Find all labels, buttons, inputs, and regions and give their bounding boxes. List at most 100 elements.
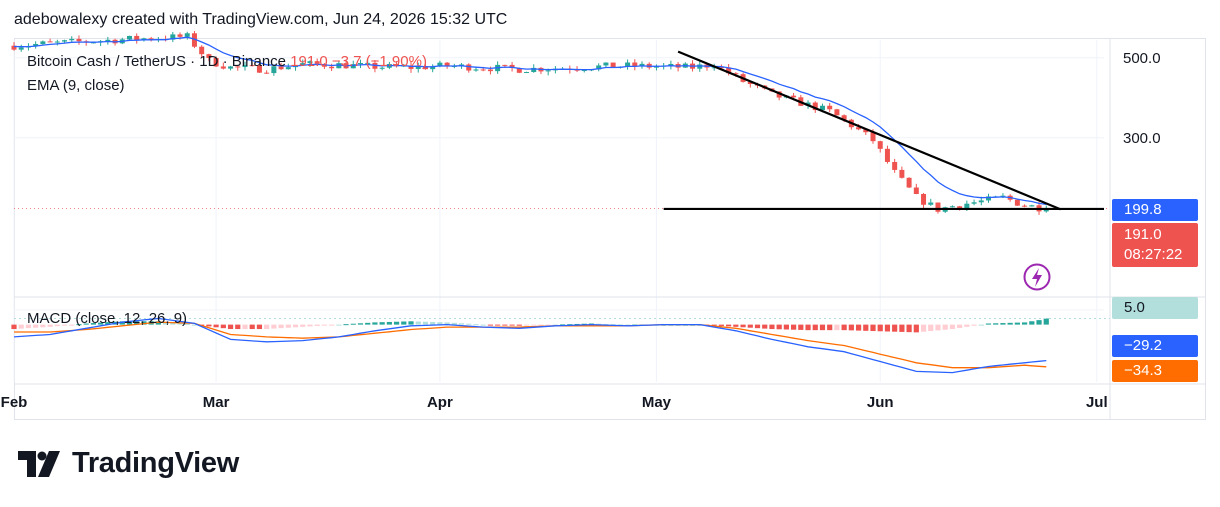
candle-body [632,62,638,67]
candle-body [213,57,219,67]
last-price-value: 191.0 [1124,226,1162,243]
candle-body [935,202,941,212]
candle-body [1000,195,1006,197]
candle-body [430,66,436,70]
legend-macd[interactable]: MACD (close, 12, 26, 9) [27,310,188,327]
macd-histogram-bar [1036,320,1042,325]
candle-body [177,34,183,37]
macd-histogram-bar [162,321,169,325]
macd-histogram-bar [827,324,833,331]
macd-histogram-bar [892,324,898,332]
macd-histogram-bar [942,324,948,330]
macd-histogram-bar [877,324,883,332]
candle-body [625,62,631,67]
macd-histogram-bar [523,324,530,326]
macd-histogram-bar [899,324,905,332]
candle-body [653,66,659,68]
candle-body [379,67,385,69]
candle-body [256,65,262,73]
candle-body [516,68,522,73]
candle-body [863,129,869,133]
macd-histogram-bar [466,323,472,325]
macd-histogram-bar [906,324,912,333]
time-tick-label: May [642,394,672,411]
macd-histogram-bar [617,324,623,326]
candle-body [350,64,356,69]
macd-histogram-bar [1014,322,1020,325]
macd-histogram-bar [18,324,24,329]
candle-body [812,102,818,111]
ema-price-tag: 199.8 [1112,199,1198,221]
candle-body [639,63,645,67]
time-tick-label: Mar [203,394,230,411]
macd-histogram-bar [372,322,378,325]
macd-histogram-bar [350,323,356,325]
signal-line-tag: −34.3 [1112,360,1198,382]
signal-line [14,321,1047,369]
candle-body [18,47,24,50]
macd-histogram-bar [473,324,479,326]
candle-body [54,41,60,43]
candle-body [986,196,992,201]
macd-histogram-bar [444,322,450,325]
descending-trendline[interactable] [677,50,1062,211]
macd-histogram-bar [343,324,349,326]
macd-histogram-bar [184,323,190,325]
macd-histogram-bar [740,324,746,328]
macd-histogram-bar [33,324,39,328]
macd-histogram-bar [321,324,327,326]
candle-body [357,63,363,65]
candle-body [841,115,847,120]
logo-text: TradingView [72,447,239,479]
candle-body [697,64,703,69]
time-tick-label: Apr [427,394,453,411]
candle-body [502,64,508,66]
candle-body [365,62,371,64]
macd-histogram-bar [379,322,385,325]
candle-body [480,69,486,71]
macd-histogram-bar [227,324,234,330]
chart-caption: adebowalexy created with TradingView.com… [14,11,508,28]
macd-histogram-bar [711,324,717,326]
macd-histogram-bar [242,324,248,330]
macd-histogram-bar [170,322,176,325]
macd-histogram-bar [191,324,198,326]
candle-body [913,187,919,194]
legend-ema[interactable]: EMA (9, close) [27,77,125,94]
candle-body [726,67,732,74]
macd-histogram-bar [495,324,501,326]
candle-body [285,67,291,70]
candle-body [278,66,284,70]
candle-body [264,72,270,74]
macd-histogram-bar [329,324,335,326]
macd-histogram-bar [401,321,407,325]
candle-body [300,63,306,66]
macd-histogram-bar [754,324,761,329]
legend-symbol[interactable]: Bitcoin Cash / TetherUS · 1D · Binance [27,53,287,70]
macd-histogram-bar [437,322,443,325]
candle-body [329,66,335,69]
tradingview-logo[interactable]: TradingView [18,447,239,480]
candle-body [545,70,551,72]
macd-histogram-bar [798,324,804,330]
time-tick-label: Jun [867,394,894,411]
macd-histogram-bar [964,324,970,327]
macd-histogram-bar [213,324,219,328]
candle-body [473,69,479,71]
macd-histogram-bar [134,321,140,325]
candle-body [444,62,450,67]
candle-body [487,69,493,72]
candle-body [531,67,537,73]
macd-hist-tag: 5.0 [1112,297,1198,319]
candle-body [711,67,717,69]
candle-body [899,169,905,178]
candle-body [271,66,277,74]
macd-histogram-bar [884,324,891,332]
macd-histogram-bar [805,324,811,331]
candle-body [336,63,342,69]
candle-body [892,161,898,170]
candle-body [877,141,883,149]
macd-histogram-bar [1021,322,1028,325]
macd-histogram-bar [957,324,963,328]
